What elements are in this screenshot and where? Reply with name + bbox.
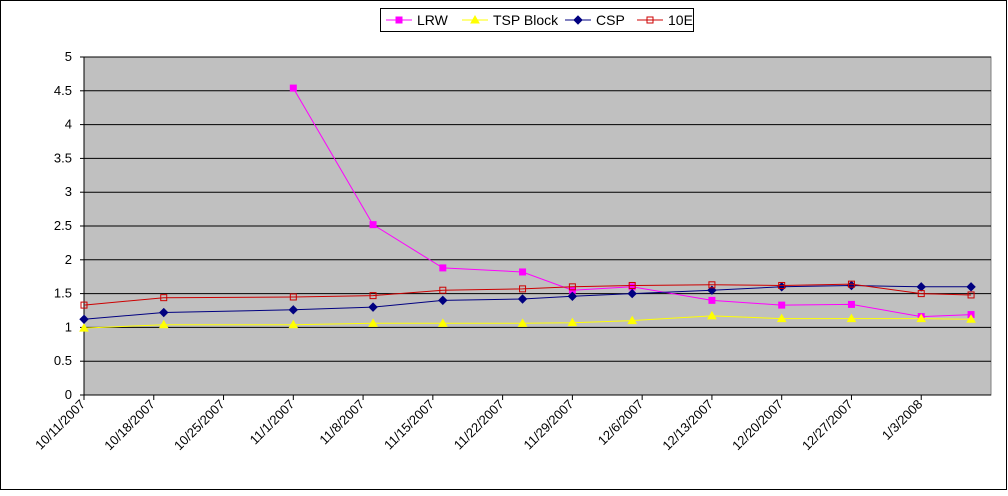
legend-marker <box>646 16 654 24</box>
y-tick-label: 3.5 <box>54 150 72 165</box>
y-tick-label: 2.5 <box>54 218 72 233</box>
series-10e <box>80 280 975 309</box>
data-point <box>517 294 528 304</box>
data-point <box>369 292 377 300</box>
y-axis: 0 0.5 1 1.5 2 2.5 3 3.5 4 4.5 5 <box>54 49 85 402</box>
data-point <box>967 291 975 299</box>
y-tick-label: 3 <box>65 184 72 199</box>
data-point <box>567 317 578 327</box>
data-point <box>627 288 637 299</box>
data-point <box>628 281 636 289</box>
data-point <box>517 318 528 327</box>
data-point <box>778 281 786 289</box>
legend-item: LRW <box>386 12 449 28</box>
data-point <box>519 285 527 293</box>
data-point <box>708 296 716 304</box>
y-tick-label: 5 <box>65 49 72 64</box>
y-tick-label: 2 <box>65 252 72 267</box>
legend-item: 10E <box>637 12 693 28</box>
legend: LRW TSP Block CSP 10E <box>380 8 694 32</box>
data-point <box>368 318 378 327</box>
data-point <box>158 319 169 329</box>
data-point <box>79 323 89 332</box>
y-tick-label: 4 <box>65 117 72 132</box>
y-tick-label: 4.5 <box>54 83 72 98</box>
y-tick-label: 1.5 <box>54 286 72 301</box>
data-point <box>79 314 89 324</box>
legend-label: TSP Block <box>493 12 559 28</box>
data-point <box>368 302 378 312</box>
legend-label: LRW <box>417 12 449 28</box>
data-point <box>916 313 927 323</box>
gridlines <box>84 56 991 362</box>
data-point <box>437 318 448 327</box>
legend-box <box>380 8 694 32</box>
data-point <box>776 313 787 323</box>
data-point <box>288 305 299 315</box>
data-point <box>289 84 297 92</box>
legend-marker <box>470 14 480 24</box>
data-point <box>966 282 976 292</box>
legend-item: CSP <box>565 12 625 28</box>
data-point <box>438 295 448 306</box>
data-point <box>568 283 576 291</box>
data-point <box>966 314 976 323</box>
y-tick-label: 0.5 <box>54 353 72 368</box>
series-line <box>83 283 972 306</box>
data-point <box>567 291 578 302</box>
series-group <box>79 84 976 332</box>
data-point <box>846 313 857 323</box>
y-tick-label: 1 <box>65 319 72 334</box>
legend-item: TSP Block <box>462 12 559 28</box>
data-point <box>289 293 297 301</box>
data-point <box>369 221 377 229</box>
data-point <box>708 281 716 289</box>
data-point <box>627 315 638 325</box>
data-point <box>159 307 169 318</box>
data-point <box>778 301 786 309</box>
series-tsp-block <box>79 310 976 332</box>
data-point <box>707 310 717 320</box>
y-tick-label: 0 <box>65 387 72 402</box>
data-point <box>439 264 447 272</box>
legend-label: 10E <box>668 12 693 28</box>
data-point <box>847 280 855 288</box>
series-csp <box>79 280 976 324</box>
data-point <box>80 301 88 309</box>
data-point <box>519 268 527 276</box>
data-point <box>917 290 925 298</box>
legend-marker <box>573 15 583 25</box>
data-point <box>439 286 447 294</box>
legend-label: CSP <box>596 12 625 28</box>
data-point <box>847 300 855 308</box>
data-point <box>160 294 168 302</box>
legend-marker <box>395 16 403 24</box>
data-point <box>288 319 299 329</box>
